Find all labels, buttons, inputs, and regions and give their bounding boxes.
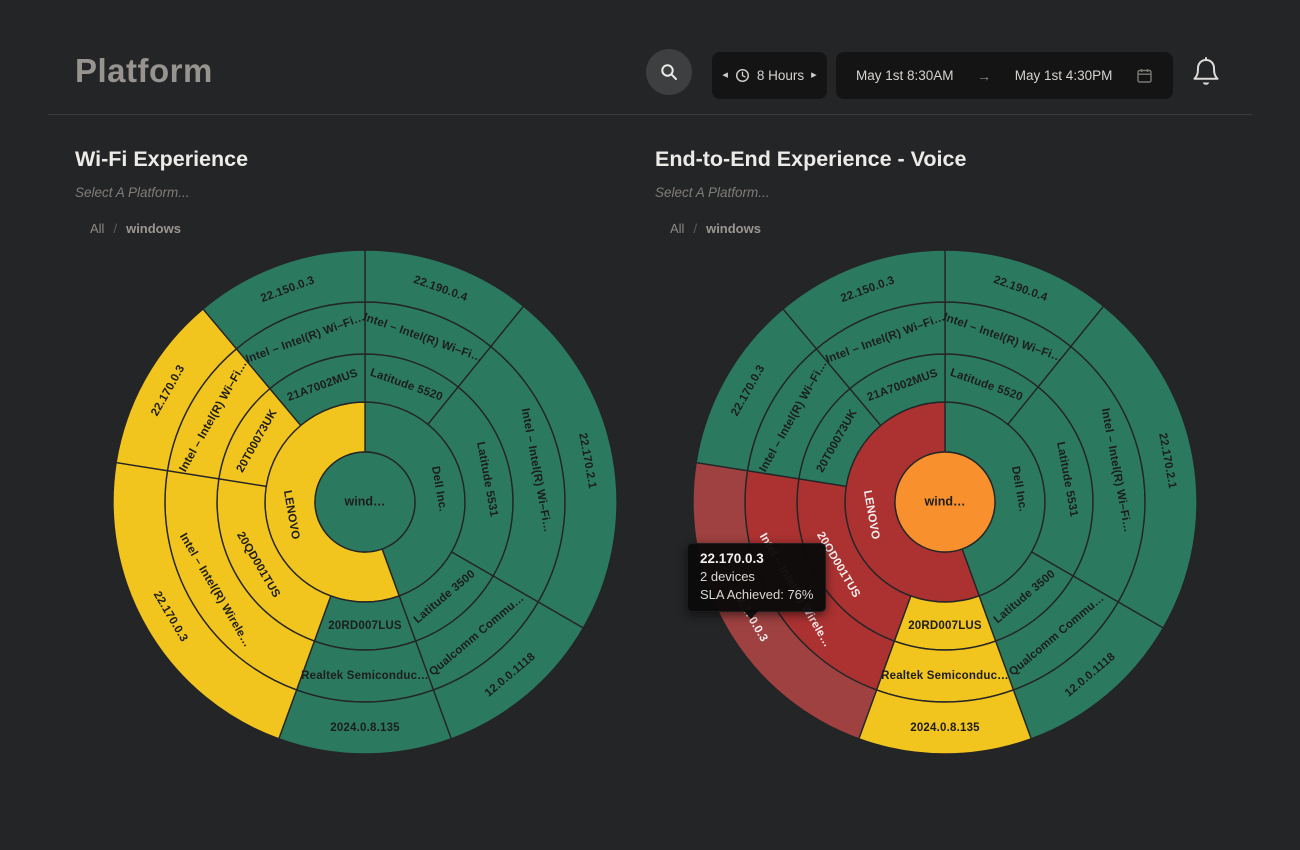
sunburst-center[interactable] <box>894 451 996 553</box>
breadcrumb-item-windows[interactable]: windows <box>706 221 761 236</box>
chart-title-wifi-experience: Wi-Fi Experience <box>75 147 249 171</box>
breadcrumb-item-windows[interactable]: windows <box>126 221 181 236</box>
date-start[interactable]: May 1st 8:30AM <box>856 68 954 83</box>
segment-label: Realtek Semiconduc… <box>881 670 1009 682</box>
breadcrumb: All / windows <box>670 221 761 236</box>
clock-icon <box>735 68 749 83</box>
sunburst-center-label: wind… <box>924 494 966 508</box>
sunburst-center-label: wind… <box>344 494 386 508</box>
chart-subtitle: Select A Platform... <box>655 185 770 200</box>
chevron-right-icon[interactable]: ▸ <box>811 69 817 81</box>
segment-label: 20RD007LUS <box>908 620 982 632</box>
segment-22.150.0.3[interactable] <box>202 249 366 350</box>
breadcrumb-separator: / <box>113 221 118 236</box>
breadcrumb-separator: / <box>693 221 698 236</box>
page-title: Platform <box>75 52 213 89</box>
segment-label: 20RD007LUS <box>328 620 402 632</box>
chart-title-e2e-voice: End-to-End Experience - Voice <box>655 147 967 171</box>
chevron-left-icon[interactable]: ◂ <box>722 69 728 81</box>
search-button[interactable] <box>646 49 692 95</box>
arrow-right-icon: → <box>977 67 992 84</box>
time-range-label: 8 Hours <box>756 68 805 83</box>
date-range-picker[interactable]: May 1st 8:30AM → May 1st 4:30PM <box>836 52 1173 99</box>
chart-subtitle: Select A Platform... <box>75 185 190 200</box>
tooltip-title: 22.170.0.3 <box>700 551 764 566</box>
breadcrumb-item-all[interactable]: All <box>670 221 685 236</box>
segment-label: 2024.0.8.135 <box>910 722 980 734</box>
breadcrumb: All / windows <box>90 221 181 236</box>
breadcrumb-item-all[interactable]: All <box>90 221 105 236</box>
tooltip: 22.170.0.3 2 devices SLA Achieved: 76% <box>687 543 827 620</box>
header-divider <box>48 114 1252 115</box>
date-end[interactable]: May 1st 4:30PM <box>1014 68 1113 83</box>
calendar-icon[interactable] <box>1136 67 1153 84</box>
segment-label: 2024.0.8.135 <box>330 722 400 734</box>
search-icon <box>661 64 677 80</box>
tooltip-devices: 2 devices <box>700 569 755 584</box>
tooltip-sla: SLA Achieved: 76% <box>700 586 814 602</box>
bell-icon <box>1193 56 1219 85</box>
segment-label: Realtek Semiconduc… <box>301 670 429 682</box>
sunburst-center[interactable] <box>314 451 416 553</box>
segment-22.150.0.3[interactable] <box>782 249 946 350</box>
notifications-button[interactable] <box>1188 54 1224 96</box>
time-range-picker[interactable]: ◂ 8 Hours ▸ <box>712 52 827 99</box>
